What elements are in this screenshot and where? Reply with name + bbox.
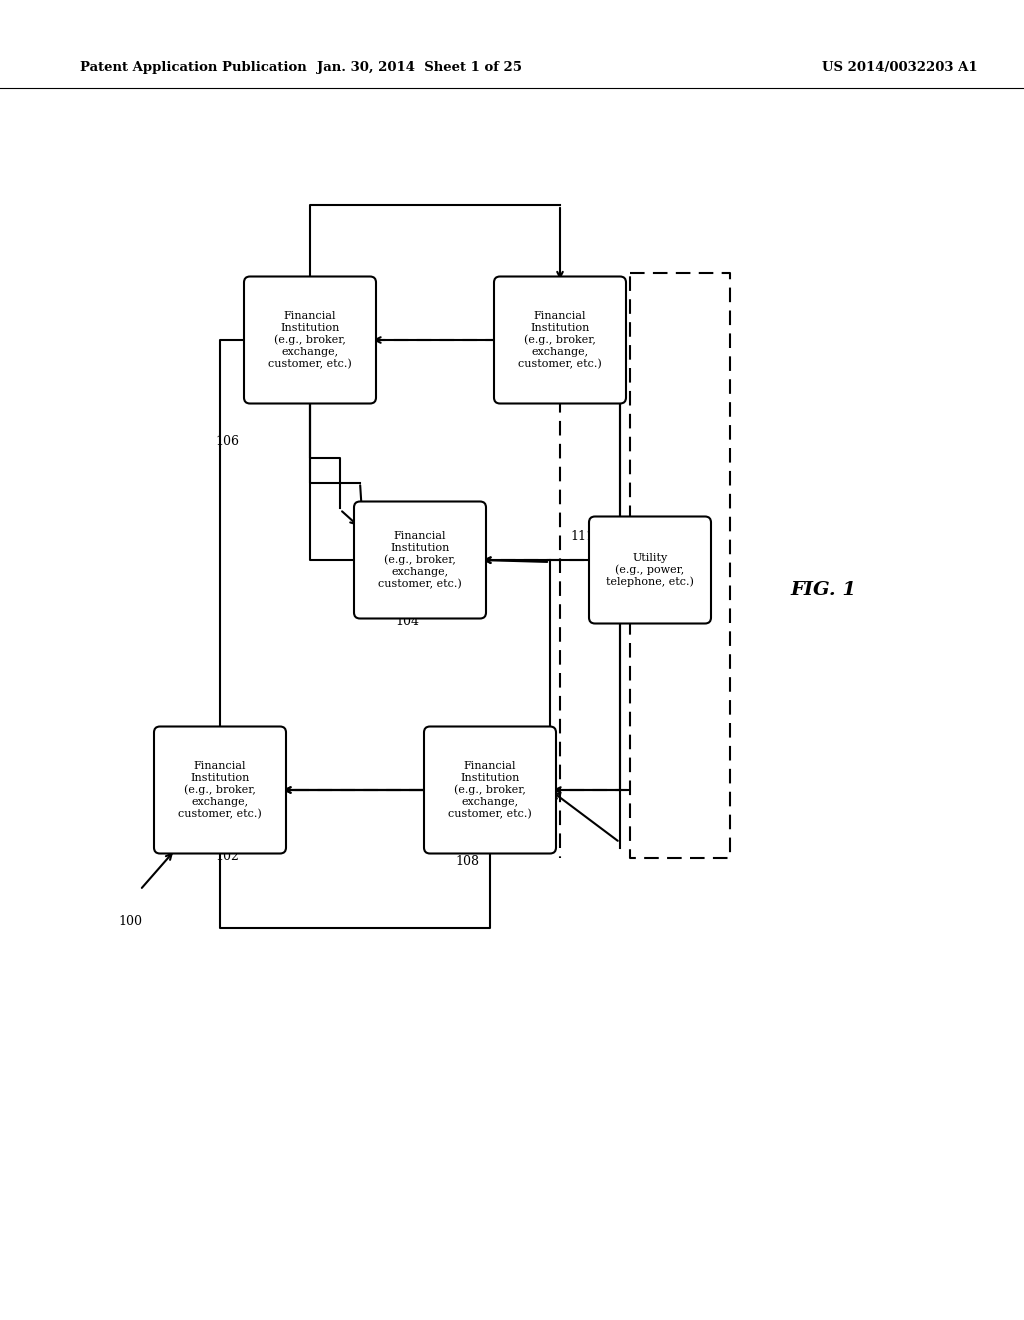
Text: 106: 106 (215, 436, 239, 447)
Text: Utility
(e.g., power,
telephone, etc.): Utility (e.g., power, telephone, etc.) (606, 553, 694, 587)
Text: Financial
Institution
(e.g., broker,
exchange,
customer, etc.): Financial Institution (e.g., broker, exc… (518, 312, 602, 368)
Text: Patent Application Publication: Patent Application Publication (80, 62, 307, 74)
FancyBboxPatch shape (494, 276, 626, 404)
Text: Jan. 30, 2014  Sheet 1 of 25: Jan. 30, 2014 Sheet 1 of 25 (317, 62, 522, 74)
Text: FIG. 1: FIG. 1 (790, 581, 856, 599)
FancyBboxPatch shape (154, 726, 286, 854)
Text: 108: 108 (455, 855, 479, 869)
FancyBboxPatch shape (354, 502, 486, 619)
FancyBboxPatch shape (424, 726, 556, 854)
Text: 111: 111 (570, 531, 594, 543)
Text: Financial
Institution
(e.g., broker,
exchange,
customer, etc.): Financial Institution (e.g., broker, exc… (268, 312, 352, 368)
Text: Financial
Institution
(e.g., broker,
exchange,
customer, etc.): Financial Institution (e.g., broker, exc… (178, 762, 262, 818)
Text: 110: 110 (545, 310, 569, 323)
FancyBboxPatch shape (589, 516, 711, 623)
Text: US 2014/0032203 A1: US 2014/0032203 A1 (822, 62, 978, 74)
FancyBboxPatch shape (244, 276, 376, 404)
Text: 100: 100 (118, 915, 142, 928)
Text: 104: 104 (395, 615, 419, 628)
Text: Financial
Institution
(e.g., broker,
exchange,
customer, etc.): Financial Institution (e.g., broker, exc… (378, 531, 462, 589)
Text: 102: 102 (215, 850, 239, 863)
Text: Financial
Institution
(e.g., broker,
exchange,
customer, etc.): Financial Institution (e.g., broker, exc… (449, 762, 531, 818)
